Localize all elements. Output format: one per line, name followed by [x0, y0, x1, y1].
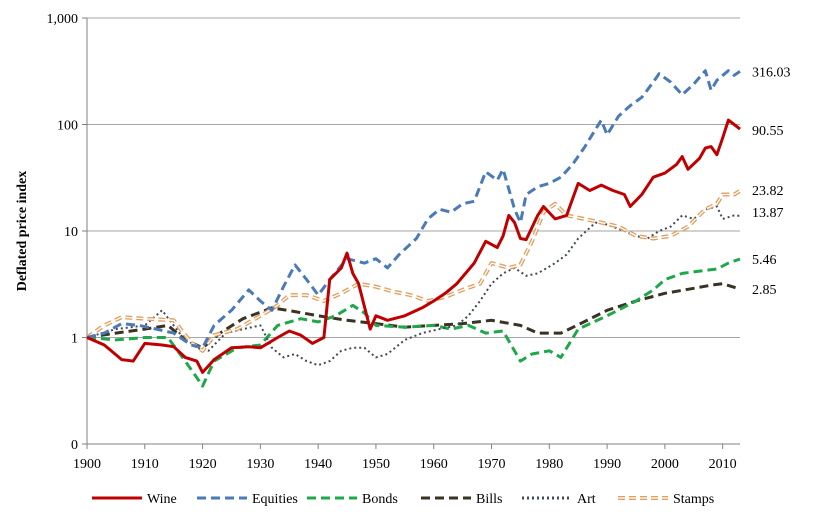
end-label-bonds: 5.46: [752, 253, 777, 268]
gridlines: [87, 17, 740, 338]
end-label-wine: 90.55: [752, 124, 784, 139]
end-labels: 90.55 316.03 5.46 2.85 13.87 23.82: [752, 65, 791, 298]
end-label-equities: 316.03: [752, 65, 791, 80]
x-tick-label: 1930: [246, 457, 274, 472]
series-line-bonds: [86, 257, 741, 388]
series-line-equities: [86, 69, 741, 350]
x-tick-label: 1950: [362, 457, 390, 472]
y-tick-label: 0: [71, 438, 78, 453]
x-tick-label: 1970: [478, 457, 506, 472]
x-tick-label: 1940: [304, 457, 332, 472]
y-tick-label: 1: [71, 332, 78, 347]
series-lines: [85, 69, 742, 388]
series-line-wine: [86, 118, 741, 374]
end-label-bills: 2.85: [752, 283, 777, 298]
x-tick-labels: 1900 1910 1920 1930 1940 1950 1960 1970 1980 1990…: [73, 457, 737, 472]
x-tick-label: 2000: [651, 457, 679, 472]
x-tick-label: 1960: [420, 457, 448, 472]
x-tick-label: 1990: [593, 457, 621, 472]
y-tick-label: 10: [64, 225, 78, 240]
x-tick-label: 1910: [131, 457, 159, 472]
end-label-stamps: 23.82: [752, 184, 784, 199]
y-tick-label: 100: [57, 119, 78, 134]
y-tick-label: 1,000: [47, 12, 79, 27]
legend: Wine Equities Bonds Bills Art Stamps: [92, 492, 714, 507]
legend-label-wine: Wine: [147, 492, 177, 507]
x-tick-label: 2010: [709, 457, 737, 472]
legend-label-equities: Equities: [252, 492, 298, 507]
legend-label-art: Art: [577, 492, 596, 507]
x-tick-label: 1920: [189, 457, 217, 472]
x-tick-label: 1900: [73, 457, 101, 472]
legend-label-bills: Bills: [476, 492, 502, 507]
end-label-art: 13.87: [752, 206, 784, 221]
y-axis-title: Deflated price index: [15, 171, 30, 292]
axes: [82, 17, 740, 449]
y-tick-labels: 0 1 10 100 1,000: [47, 12, 79, 453]
x-tick-label: 1980: [535, 457, 563, 472]
series-line-bills: [86, 282, 741, 350]
series-line-stamps-inner: [86, 190, 741, 352]
legend-label-stamps: Stamps: [673, 492, 714, 507]
legend-label-bonds: Bonds: [362, 492, 398, 507]
